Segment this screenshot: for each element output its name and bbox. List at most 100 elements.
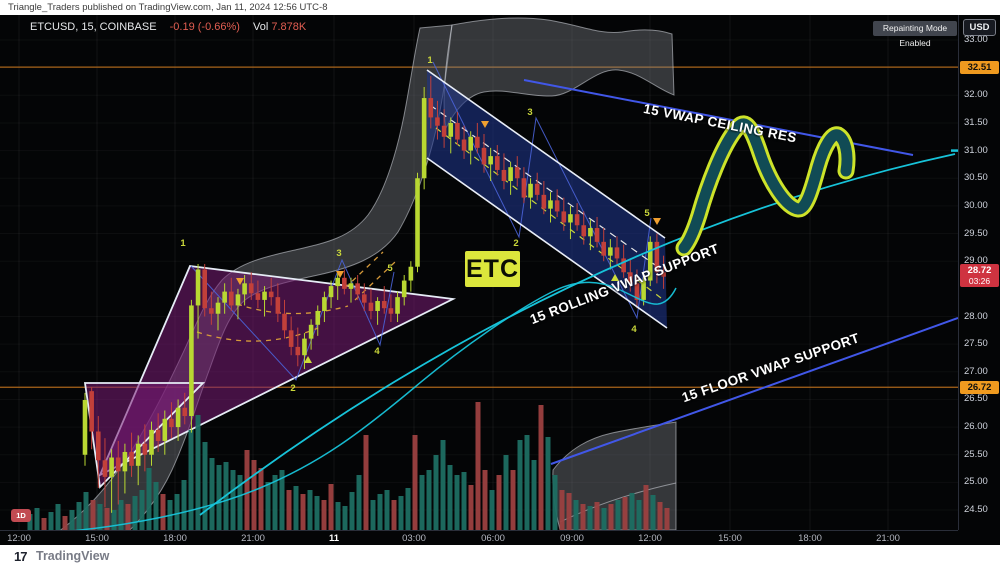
volume-bar xyxy=(321,500,327,530)
volume-bar xyxy=(237,475,243,530)
candle-body xyxy=(295,346,301,356)
last-price-badge[interactable]: 28.72 03:26 xyxy=(960,263,999,287)
indicator-mini-badge[interactable]: 1D xyxy=(11,509,31,522)
candle-body xyxy=(182,407,188,417)
candle-body xyxy=(508,167,513,182)
candle-body xyxy=(149,429,154,455)
chart-canvas-region[interactable]: 1 2 3 4 5 1 2 3 4 5 ETCUSD, 15, COINBASE -0.19 (-… xyxy=(0,15,1000,545)
floor-vwap-line[interactable] xyxy=(550,317,958,465)
candle-body xyxy=(401,280,407,298)
volume-bar xyxy=(132,496,138,530)
volume-bar xyxy=(153,482,159,530)
volume-bar xyxy=(349,492,355,530)
buy-marker-icon xyxy=(611,274,619,281)
volume-bar xyxy=(636,500,642,530)
symbol-title[interactable]: ETCUSD, 15, COINBASE xyxy=(30,21,157,33)
price-tick-label: 27.00 xyxy=(964,365,988,377)
volume-bar xyxy=(643,485,649,530)
volume-bar xyxy=(531,460,537,530)
volume-bar xyxy=(83,492,89,530)
candle-body xyxy=(235,294,241,306)
volume-bar xyxy=(573,500,579,530)
currency-toggle-button[interactable]: USD xyxy=(963,19,996,36)
candle-body xyxy=(614,247,620,259)
rolling-vwap-trendline[interactable] xyxy=(199,153,956,516)
volume-bar xyxy=(62,516,68,530)
price-tick-label: 24.50 xyxy=(964,504,988,516)
volume-bar xyxy=(34,508,40,530)
candle-body xyxy=(415,178,420,267)
candle-body xyxy=(461,139,467,151)
volume-bar xyxy=(510,470,516,530)
wave-count-label: 5 xyxy=(644,208,650,219)
volume-bar xyxy=(174,494,180,530)
dashed-guide xyxy=(236,303,349,315)
sell-marker-icon xyxy=(653,218,661,225)
volume-bar xyxy=(146,468,152,530)
volume-bar xyxy=(356,475,362,530)
price-axis[interactable]: USD 33.00 32.00 31.50 31.00 30.50 30.00 29.50 2… xyxy=(958,15,1000,530)
price-chart-plot[interactable]: 1 2 3 4 5 1 2 3 4 5 xyxy=(0,15,958,545)
etc-ticker-callout[interactable]: ETC xyxy=(465,251,520,287)
elliott-wave-line xyxy=(190,258,395,381)
volume-bar xyxy=(251,460,257,530)
volume-bar xyxy=(76,502,82,530)
price-tick-label: 29.00 xyxy=(964,255,988,267)
volume-bar xyxy=(664,508,670,530)
volume-bar xyxy=(307,490,313,530)
candle-body xyxy=(574,214,580,226)
candle-body xyxy=(189,305,194,417)
candle-body xyxy=(115,457,121,472)
volume-bar xyxy=(55,504,61,530)
tradingview-brand-text[interactable]: TradingView xyxy=(36,549,110,563)
price-tick-label: 25.00 xyxy=(964,476,988,488)
candle-body xyxy=(541,194,547,209)
price-tick-label: 31.00 xyxy=(964,144,988,156)
volume-bar xyxy=(104,508,110,530)
candle-body xyxy=(322,297,327,311)
volume-bar xyxy=(209,458,215,530)
triangle-pattern-drawing[interactable] xyxy=(98,265,457,477)
volume-bar xyxy=(566,493,572,530)
candle-body xyxy=(455,122,460,140)
volume-bar xyxy=(111,510,117,530)
time-tick-label: 15:00 xyxy=(85,533,109,544)
volume-bar xyxy=(265,482,271,530)
candle-body xyxy=(421,98,427,179)
tradingview-logo-icon[interactable]: 17 xyxy=(14,549,28,564)
channel-lower-border[interactable] xyxy=(426,157,668,329)
candle-body xyxy=(209,308,214,314)
channel-upper-border[interactable] xyxy=(426,69,666,239)
rolling-vwap-curve xyxy=(59,281,677,533)
volume-bar xyxy=(328,484,334,530)
candle-body xyxy=(348,283,354,289)
candle-body xyxy=(475,136,480,148)
buy-marker-icon xyxy=(304,356,312,363)
volume-bar xyxy=(230,470,236,530)
alert-price-badge[interactable]: 26.72 xyxy=(960,380,999,394)
candle-body xyxy=(335,277,340,287)
candle-body xyxy=(142,443,148,455)
volume-bar xyxy=(461,472,467,530)
channel-fill[interactable] xyxy=(427,70,667,328)
symbol-legend[interactable]: ETCUSD, 15, COINBASE -0.19 (-0.66%) Vol … xyxy=(30,21,306,33)
price-tick-label: 33.00 xyxy=(964,34,988,45)
candle-body xyxy=(362,294,367,303)
candle-body xyxy=(355,283,360,295)
candle-body xyxy=(129,451,134,466)
volume-bar xyxy=(587,506,593,530)
time-tick-label: 18:00 xyxy=(798,533,822,544)
candle-body xyxy=(501,169,507,182)
price-tick-label: 26.50 xyxy=(964,393,988,405)
candle-body xyxy=(96,431,101,461)
price-tick-label: 31.50 xyxy=(964,116,988,128)
volume-bar xyxy=(398,496,404,530)
dashed-guide xyxy=(344,251,384,289)
candle-body xyxy=(282,313,287,331)
candle-body xyxy=(514,167,520,179)
wave-count-label: 2 xyxy=(513,238,518,249)
time-axis[interactable]: 12:00 15:00 18:00 21:00 11 03:00 06:00 09:00 12:… xyxy=(0,530,958,545)
volume-bar xyxy=(440,440,446,530)
alert-price-badge[interactable]: 32.51 xyxy=(960,60,999,74)
